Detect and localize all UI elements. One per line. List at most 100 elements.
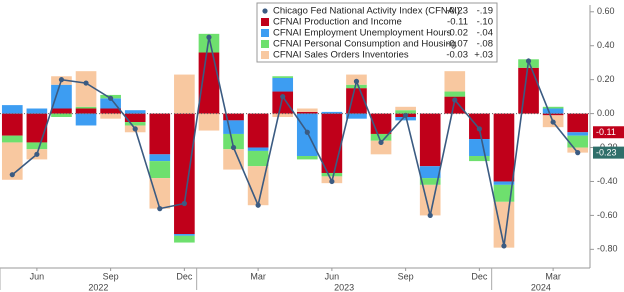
- end-label: -0.23: [596, 147, 617, 157]
- line-point: [157, 206, 163, 212]
- x-tick-label: Sep: [398, 271, 414, 281]
- x-tick-label: Dec: [176, 271, 193, 281]
- bar-segment: [321, 111, 343, 114]
- bar-segment: [26, 113, 48, 143]
- bar-segment: [296, 111, 318, 114]
- line-series: [11, 37, 579, 247]
- bar-segment: [1, 113, 23, 136]
- bar-segment: [174, 235, 195, 243]
- legend-label: CFNAI Personal Consumption and Housing: [273, 39, 456, 50]
- bar-segment: [370, 140, 392, 155]
- y-tick-label: 0.00: [597, 108, 615, 118]
- line-point: [255, 202, 261, 208]
- line-point: [550, 119, 556, 125]
- bar-segment: [296, 156, 318, 160]
- bar-segment: [149, 154, 171, 162]
- bar-segment: [100, 113, 121, 119]
- bar-segment: [272, 113, 294, 117]
- line-point: [206, 34, 212, 40]
- bar-segment: [247, 113, 269, 148]
- bar-segment: [419, 166, 441, 179]
- bar-segment: [321, 172, 343, 177]
- bar-segment: [272, 76, 294, 78]
- bar-segment: [518, 67, 539, 114]
- legend-value: -.08: [477, 39, 493, 50]
- line-point: [83, 80, 89, 86]
- line-point: [132, 126, 138, 132]
- bar-segment: [395, 106, 416, 111]
- legend-label: CFNAI Production and Income: [273, 17, 402, 28]
- bar-segment: [247, 166, 269, 206]
- legend-value: -0.07: [446, 39, 468, 50]
- bar-segment: [124, 113, 146, 123]
- x-tick-label: Jun: [325, 271, 340, 281]
- bar-segment: [223, 133, 244, 150]
- legend-label: CFNAI Employment Unemployment Hours: [273, 28, 452, 39]
- bar-segment: [419, 113, 441, 167]
- bar-segment: [370, 133, 392, 141]
- bar-segment: [26, 108, 48, 114]
- bar-segment: [223, 120, 244, 134]
- bar-segment: [346, 84, 367, 89]
- bar-segment: [26, 142, 48, 150]
- bar-segment: [247, 150, 269, 167]
- y-tick-label: -0.40: [597, 176, 618, 186]
- bar-segment: [124, 122, 146, 126]
- legend-value: -.04: [477, 28, 493, 39]
- legend-value: -0.11: [447, 17, 468, 28]
- legend-value: -0.03: [446, 50, 468, 61]
- legend-value: +.03: [474, 50, 493, 61]
- bar-segment: [542, 108, 564, 114]
- bar-segment: [395, 110, 416, 114]
- bar-segment: [51, 108, 72, 114]
- line-point: [403, 112, 409, 118]
- legend-value: -0.23: [446, 6, 468, 17]
- bar-segment: [223, 113, 244, 121]
- x-tick-label: Sep: [103, 271, 119, 281]
- legend-box: [256, 2, 498, 63]
- bar-segment: [75, 113, 97, 126]
- line-point: [181, 200, 187, 207]
- bar-segment: [542, 106, 564, 109]
- bar-segment: [174, 113, 195, 235]
- bar-segment: [75, 106, 97, 109]
- bar-segment: [419, 178, 441, 185]
- legend-value: -.19: [477, 6, 493, 17]
- bar-segment: [469, 139, 490, 157]
- legend-marker: [261, 51, 269, 59]
- end-label: -0.11: [596, 127, 616, 137]
- y-tick-label: 0.40: [597, 40, 615, 50]
- bar-segment: [100, 108, 121, 114]
- end-label-box: [593, 126, 624, 139]
- bar-segment: [444, 96, 466, 114]
- bar-segment: [296, 108, 318, 112]
- line-point: [575, 150, 581, 156]
- x-tick-label: Dec: [471, 271, 488, 281]
- bar-segment: [1, 135, 23, 143]
- x-tick-label: Mar: [250, 271, 266, 281]
- line-point: [329, 178, 335, 185]
- year-label: 2022: [88, 282, 108, 292]
- legend-value: -.10: [477, 17, 493, 28]
- bar-segment: [346, 113, 367, 119]
- legend-value: -0.02: [446, 28, 468, 39]
- line-point: [501, 243, 507, 249]
- year-label: 2023: [334, 282, 354, 292]
- bar-segment: [75, 71, 97, 107]
- bar-segment: [198, 33, 220, 53]
- bar-segment: [51, 84, 72, 109]
- bar-segment: [247, 147, 269, 151]
- y-tick-label: -0.80: [597, 244, 618, 254]
- bar-segment: [493, 181, 515, 185]
- bar-segment: [100, 98, 121, 109]
- line-point: [9, 172, 15, 178]
- bar-segment: [542, 113, 564, 116]
- line-point: [34, 151, 40, 157]
- end-label-box: [593, 146, 624, 159]
- line-point: [452, 97, 458, 103]
- x-tick-label: Jun: [30, 271, 45, 281]
- line-point: [353, 78, 360, 84]
- line-point: [476, 126, 482, 132]
- bar-segment: [493, 113, 515, 182]
